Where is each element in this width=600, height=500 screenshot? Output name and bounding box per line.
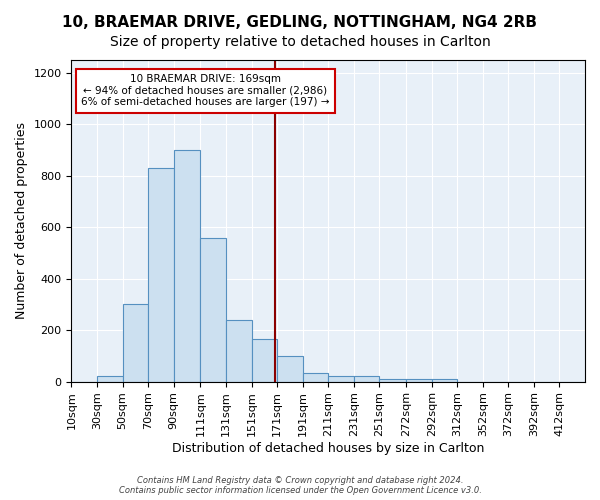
Bar: [302, 372, 328, 382]
Bar: [251, 339, 277, 382]
Bar: [277, 356, 302, 382]
Text: Contains HM Land Registry data © Crown copyright and database right 2024.
Contai: Contains HM Land Registry data © Crown c…: [119, 476, 481, 495]
Text: Size of property relative to detached houses in Carlton: Size of property relative to detached ho…: [110, 35, 490, 49]
Bar: [226, 320, 251, 382]
X-axis label: Distribution of detached houses by size in Carlton: Distribution of detached houses by size …: [172, 442, 484, 455]
Bar: [97, 376, 122, 382]
Bar: [122, 304, 148, 382]
Bar: [328, 376, 354, 382]
Bar: [379, 379, 406, 382]
Bar: [148, 168, 173, 382]
Bar: [406, 379, 431, 382]
Text: 10, BRAEMAR DRIVE, GEDLING, NOTTINGHAM, NG4 2RB: 10, BRAEMAR DRIVE, GEDLING, NOTTINGHAM, …: [62, 15, 538, 30]
Text: 10 BRAEMAR DRIVE: 169sqm
← 94% of detached houses are smaller (2,986)
6% of semi: 10 BRAEMAR DRIVE: 169sqm ← 94% of detach…: [82, 74, 330, 108]
Bar: [173, 150, 200, 382]
Y-axis label: Number of detached properties: Number of detached properties: [15, 122, 28, 320]
Bar: [431, 379, 457, 382]
Bar: [200, 238, 226, 382]
Bar: [354, 376, 379, 382]
